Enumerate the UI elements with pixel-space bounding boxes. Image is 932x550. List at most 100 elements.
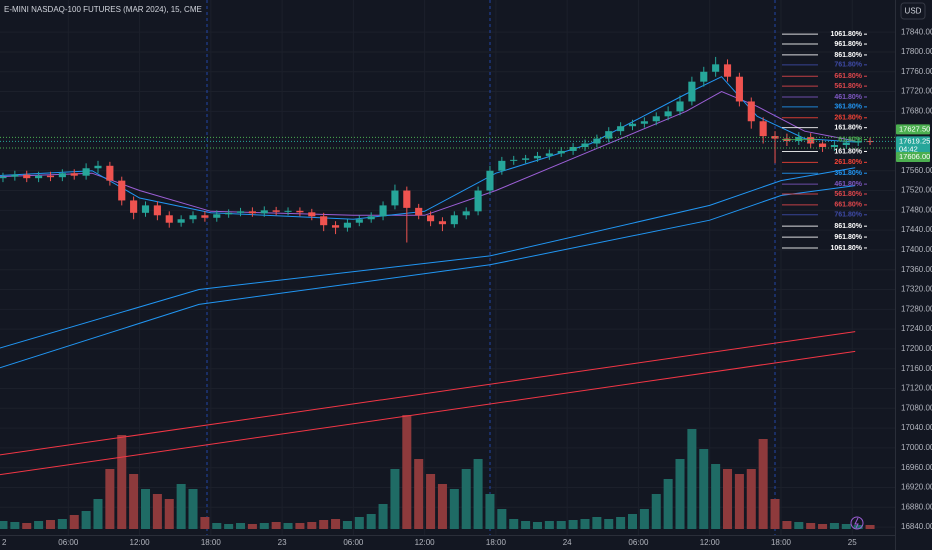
volume-bar <box>34 521 44 529</box>
volume-bar <box>627 514 638 529</box>
volume-bar <box>0 521 8 529</box>
x-tick-label: 2 <box>2 538 7 547</box>
volume-bar <box>295 523 305 529</box>
volume-bar <box>580 519 590 529</box>
indicator-line <box>0 350 856 476</box>
candle-body <box>58 173 66 178</box>
y-tick-label: 16960.00 <box>901 463 932 472</box>
candle-body <box>581 143 589 147</box>
candle-body <box>664 111 672 117</box>
candle-body <box>712 64 720 72</box>
candle-body <box>391 190 399 206</box>
x-tick-label: 06:00 <box>343 538 364 547</box>
candle-body <box>427 215 435 222</box>
indicator-line <box>0 167 856 349</box>
fib-level-label: 661.80% <box>834 202 862 209</box>
grid <box>206 0 776 535</box>
price-tag-label: 17619.25 <box>899 136 930 145</box>
fib-level-label: 161.80% <box>834 125 862 132</box>
volume-bar <box>770 499 780 529</box>
volume-bar <box>437 484 447 529</box>
x-tick-label: 23 <box>278 538 287 547</box>
candle-body <box>153 205 161 216</box>
volume-bar <box>200 517 210 529</box>
candle-body <box>118 180 126 201</box>
fib-level-label: 461.80% <box>834 181 862 188</box>
volume-bar <box>22 523 32 529</box>
y-tick-label: 17040.00 <box>901 423 932 432</box>
volume-bar <box>426 474 436 529</box>
volume-bar <box>461 469 471 529</box>
candle-body <box>379 205 387 217</box>
volume-bar <box>390 469 400 529</box>
price-tag-label: 17606.00 <box>899 152 930 161</box>
candle-body <box>747 101 755 122</box>
volume-bar <box>105 469 115 529</box>
volume-bar <box>81 511 91 529</box>
alert-icon-bolt <box>854 517 859 529</box>
volume-bar <box>176 484 186 529</box>
y-tick-label: 17720.00 <box>901 87 932 96</box>
price-tag <box>896 136 930 155</box>
candle-body <box>403 190 411 208</box>
volume-bar <box>164 499 174 529</box>
x-tick-label: 25 <box>848 538 857 547</box>
x-tick-label: 18:00 <box>771 538 792 547</box>
alert-icon[interactable] <box>850 516 864 530</box>
candle-body <box>830 145 838 147</box>
x-tick-label: 06:00 <box>628 538 649 547</box>
volume-bar <box>651 494 661 529</box>
volume-bar <box>806 523 816 529</box>
chart-title: E-MINI NASDAQ-100 FUTURES (MAR 2024), 15… <box>4 5 202 14</box>
candle-body <box>486 170 494 191</box>
candle-body <box>11 174 19 177</box>
candle-body <box>130 200 138 213</box>
currency-label[interactable]: USD <box>905 7 922 16</box>
candle-body <box>462 211 470 216</box>
volume-bar <box>532 522 542 529</box>
y-tick-label: 17680.00 <box>901 106 932 115</box>
candle-body <box>0 176 7 179</box>
volume-bar <box>865 525 875 529</box>
volume-bar <box>152 494 162 529</box>
candle-body <box>723 64 732 77</box>
fib-level-label: 661.80% <box>834 73 862 80</box>
y-tick-label: 17760.00 <box>901 67 932 76</box>
candle-body <box>415 207 423 216</box>
candle-body <box>842 142 850 146</box>
volume-bar <box>283 523 293 529</box>
candle-body <box>225 212 233 215</box>
fib-level-label: 561.80% <box>834 83 862 90</box>
y-tick-label: 16840.00 <box>901 522 932 531</box>
candle-body <box>628 123 637 127</box>
candle-body <box>450 215 458 225</box>
volume-bar <box>616 517 626 529</box>
candle-body <box>533 155 542 159</box>
candle-body <box>308 212 316 217</box>
volume-bar <box>592 517 602 529</box>
volume-bar <box>473 459 483 529</box>
candle-body <box>438 221 447 225</box>
candle-body <box>355 219 363 223</box>
volume-bar <box>782 521 792 529</box>
volume-bar <box>758 439 768 529</box>
volume-bar <box>259 523 269 529</box>
volume-bar <box>746 469 756 529</box>
candle-body <box>545 153 553 156</box>
y-tick-label: 16920.00 <box>901 483 932 492</box>
volume-bar <box>93 499 103 529</box>
volume-bar <box>271 522 281 529</box>
x-tick-label: 12:00 <box>415 538 436 547</box>
price-tag-label: 17627.50 <box>899 124 930 133</box>
y-tick-label: 17320.00 <box>901 285 932 294</box>
y-tick-label: 17360.00 <box>901 265 932 274</box>
volume-bar <box>734 474 744 529</box>
volume-bar <box>853 525 863 529</box>
currency-button[interactable] <box>900 2 926 20</box>
candle-body <box>605 131 613 139</box>
fib-level-label: 861.80% <box>834 52 862 59</box>
volume-bar <box>331 519 341 529</box>
candle-body <box>46 175 55 178</box>
candle-body <box>807 137 815 144</box>
y-tick-label: 17800.00 <box>901 47 932 56</box>
